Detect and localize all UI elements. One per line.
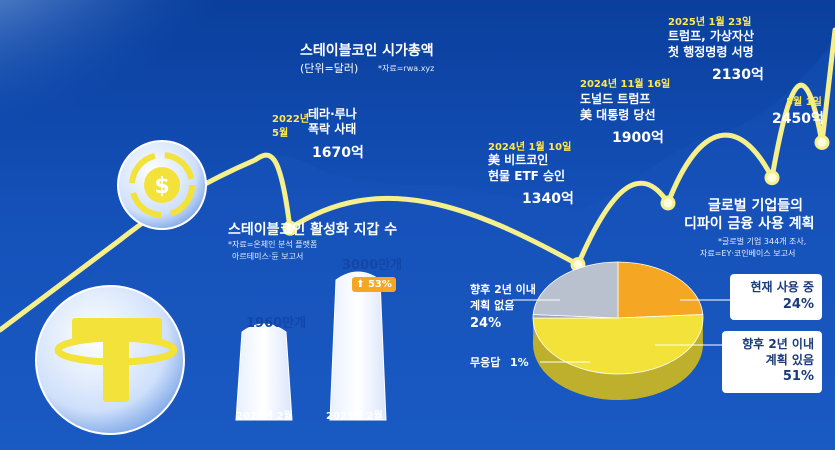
event-date: 2024년 11월 16일 [580,79,671,90]
event-label: 폭락 사태 [308,122,357,136]
event-value: 1340억 [522,191,574,207]
bar-chart-source: 아르테미스·듄 보고서 [232,252,304,261]
event-label: 도널드 트럼프 [580,92,651,106]
line-markers [282,135,830,273]
pie-chart-source: *글로벌 기업 344개 조사, [718,237,807,246]
slice-label: 계획 있음 [765,353,814,367]
slice-value: 24% [470,316,502,331]
line-point-3 [764,170,780,186]
line-point-2 [660,195,676,211]
event-label: 현물 ETF 승인 [488,169,566,183]
event-label: 트럼프, 가상자산 [668,29,755,43]
pie-chart-source: 자료=EY·코인베이스 보고서 [700,249,796,258]
pie-slice-1 [532,314,704,375]
svg-text:$: $ [154,174,169,199]
light-glow [0,0,450,300]
bar-category-2024-feb: 2024년 2월 [236,411,293,422]
event-value: 2130억 [712,67,764,83]
label-box-plan: 향후 2년 이내 계획 있음 51% [722,331,822,393]
line-chart-subtitle: (단위=달러) [300,62,359,75]
event-label: 美 비트코인 [488,153,549,167]
bar-2025-feb [329,271,387,421]
event-label: 첫 행정명령 서명 [668,45,754,59]
event-value: 1670억 [312,145,364,161]
wallet-bar-chart [235,271,387,421]
usdc-coin-icon: $ [117,140,207,230]
pie-chart-title: 글로벌 기업들의 [708,198,804,214]
slice-label: 향후 2년 이내 [742,337,814,351]
defi-pie-chart [532,261,704,401]
line-point-4 [814,135,830,150]
pie-slice-side-1 [533,314,704,401]
pie-chart-title: 디파이 금융 사용 계획 [684,216,815,232]
slice-value: 1% [510,356,529,369]
bar-value-2025-feb: 3000만개 [342,258,403,273]
line-point-0 [282,220,298,236]
line-chart-source: *자료=rwa.xyz [378,64,435,73]
arrow-up-icon: ⬆ [356,279,365,290]
slice-label: 향후 2년 이내 [470,283,536,296]
event-value: 2450억 [772,111,824,127]
line-chart-title: 스테이블코인 시가총액 [300,43,434,59]
pie-slice-3 [532,261,619,319]
pie-slice-0 [617,261,704,319]
slice-label: 현재 사용 중 [750,280,814,294]
growth-badge: ⬆ 53% [352,277,396,292]
event-date: 2024년 1월 10일 [488,142,572,153]
tether-coin-icon [35,285,185,435]
event-value: 1900억 [612,130,664,146]
bar-2024-feb [235,323,293,421]
slice-value: 24% [782,297,814,312]
growth-badge-value: 53% [367,279,392,290]
bar-chart-title: 스테이블코인 활성화 지갑 수 [228,222,398,238]
bar-category-2025-feb: 2025년 2월 [326,411,383,422]
event-date: 2022년 [272,114,310,125]
slice-value: 51% [782,369,814,384]
event-date: 5월 1일 [786,97,822,108]
bar-value-2024-feb: 1960만개 [246,316,307,331]
slice-label: 계획 없음 [470,299,515,312]
event-label: 美 대통령 당선 [580,108,656,122]
slice-label: 무응답 [470,356,501,369]
event-date-month: 5월 [272,128,289,139]
event-label: 테라·루나 [308,107,357,121]
event-date: 2025년 1월 23일 [668,17,752,28]
bar-chart-source: *자료=온체인 분석 플랫폼 [228,240,318,249]
label-box-current-use: 현재 사용 중 24% [730,274,822,320]
